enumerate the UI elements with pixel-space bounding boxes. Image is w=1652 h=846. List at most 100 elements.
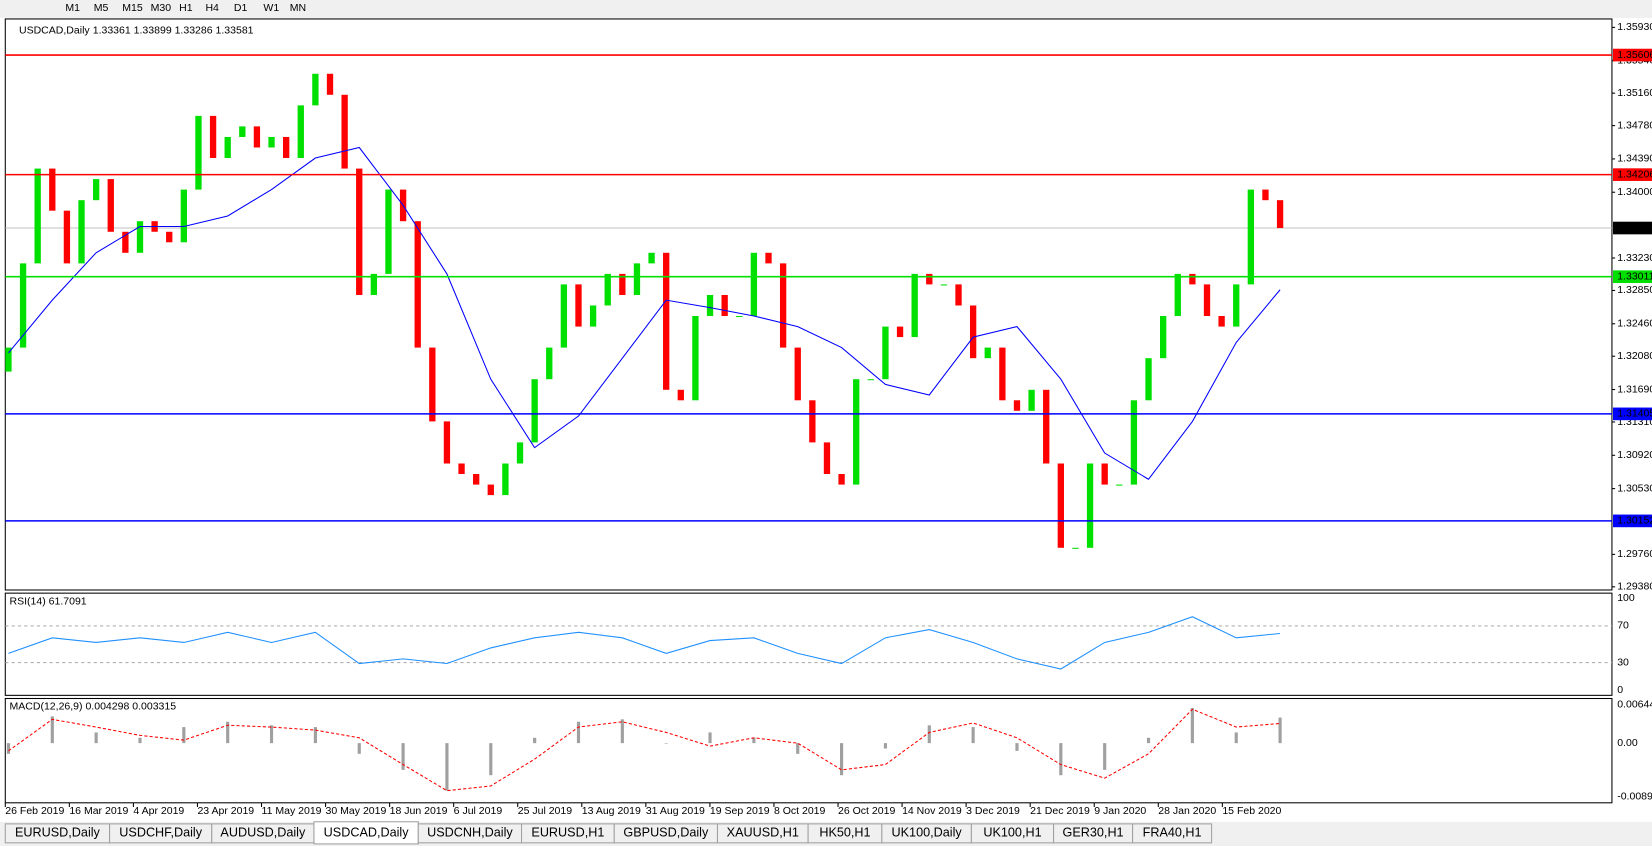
tab[interactable] [1132,823,1213,844]
macd-bar [576,721,581,744]
candle-body [589,305,597,327]
macd-panel [4,697,1613,804]
tab-label[interactable]: GER30,H1 [1063,826,1124,840]
macd-bar [1234,732,1238,744]
macd-bar [226,721,230,744]
y-tick-label: 1.34780 [1617,119,1652,131]
y-tick-label: 1.35160 [1617,87,1652,99]
tab-label[interactable]: XAUUSD,H1 [727,826,799,840]
y-tick-label: 1.34000 [1617,186,1652,198]
candle-body [896,326,904,338]
x-tick-label: 6 Jul 2019 [454,805,503,817]
macd-bar [1015,743,1019,751]
macd-bar [182,727,186,744]
candle-body [926,273,933,285]
timeframe-button[interactable]: M5 [94,2,109,14]
macd-bar [1146,737,1151,744]
candle-body [239,126,246,137]
quote: 1.33361 1.33899 1.33286 1.33581 [93,24,254,36]
candle-body [34,168,41,264]
candle-body [63,210,71,264]
y-tick-label: 1.30920 [1617,449,1652,461]
candle-body [999,347,1006,401]
candle-body [736,315,743,318]
timeframe-button[interactable]: MN [290,2,306,14]
level-tag [1613,270,1652,284]
x-tick-label: 16 Mar 2019 [69,805,128,817]
y-tick-label: 1.32850 [1617,284,1652,296]
candle-body [516,442,524,464]
level-label: 1.34206 [1617,168,1652,180]
y-tick-label: 0.00 [1617,737,1638,749]
x-tick-label: 15 Feb 2020 [1222,805,1281,817]
macd-bar [401,743,405,770]
x-tick-label: 8 Oct 2019 [774,805,826,817]
candle-body [1043,389,1050,464]
chart-title: USDCAD,Daily [19,24,90,36]
tab-label[interactable]: EURUSD,Daily [15,826,101,840]
candle-body [750,252,758,316]
x-tick-label: 21 Dec 2019 [1030,805,1090,817]
tab-label[interactable]: USDCHF,Daily [119,826,202,840]
candle-body [122,231,129,253]
macd-bar [840,743,844,776]
level-tag [1613,48,1652,62]
timeframe-button[interactable]: W1 [263,2,279,14]
tab-label[interactable]: FRA40,H1 [1143,826,1202,840]
main-panel [4,18,1613,591]
candle-body [443,421,451,464]
candle-body [297,105,304,158]
y-tick-label: 30 [1617,656,1629,668]
macd-bar [357,743,361,754]
level-label: 1.31405 [1617,408,1652,420]
candle-body [911,273,918,338]
tab-label[interactable]: USDCNH,Daily [427,826,513,840]
timeframe-button[interactable]: M15 [122,2,143,14]
timeframe-button[interactable]: D1 [234,2,248,14]
macd-bar [708,732,712,744]
candle-body [356,168,363,295]
candle-body [326,73,334,95]
y-tick-label: 0 [1617,684,1623,696]
timeframe-button[interactable]: H1 [179,2,193,14]
x-tick-label: 30 May 2019 [326,805,387,817]
candle-body [180,189,188,243]
tab-label[interactable]: UK100,Daily [892,826,963,840]
macd-bar [664,743,668,744]
candle-body [268,136,275,148]
timeframe-button[interactable]: M30 [151,2,172,14]
candle-body [1159,315,1167,359]
macd-bar [1190,708,1194,744]
candle-body [1028,389,1035,411]
candle-body [195,115,202,190]
tab-label[interactable]: UK100,H1 [983,826,1041,840]
candle-body [1101,463,1108,485]
macd-bar [796,743,800,754]
candle-body [794,347,801,401]
candle-body [882,326,889,380]
candle-body [414,221,421,348]
candle-body [692,315,699,401]
macd-bar [752,737,756,744]
candle-body [867,379,874,381]
y-tick-label: 1.35930 [1617,21,1652,33]
candle-body [955,284,962,306]
timeframe-button[interactable]: M1 [65,2,80,14]
macd-bar [445,743,449,791]
x-tick-label: 4 Apr 2019 [133,805,184,817]
tab-label[interactable]: USDCAD,Daily [324,826,410,840]
candle-body [166,231,173,243]
tab-label[interactable]: AUDUSD,Daily [220,826,306,840]
timeframe-button[interactable]: H4 [205,2,219,14]
tab-label[interactable]: EURUSD,H1 [531,826,604,840]
tab-label[interactable]: GBPUSD,Daily [623,826,709,840]
candle-body [1189,273,1196,285]
candle-body [706,294,714,316]
x-tick-label: 19 Sep 2019 [710,805,770,817]
candle-body [1174,273,1181,316]
y-tick-label: 1.30530 [1617,482,1652,494]
candle-body [940,284,948,286]
candle-body [1086,463,1094,548]
level-tag [1613,514,1652,528]
tab-label[interactable]: HK50,H1 [819,826,870,840]
